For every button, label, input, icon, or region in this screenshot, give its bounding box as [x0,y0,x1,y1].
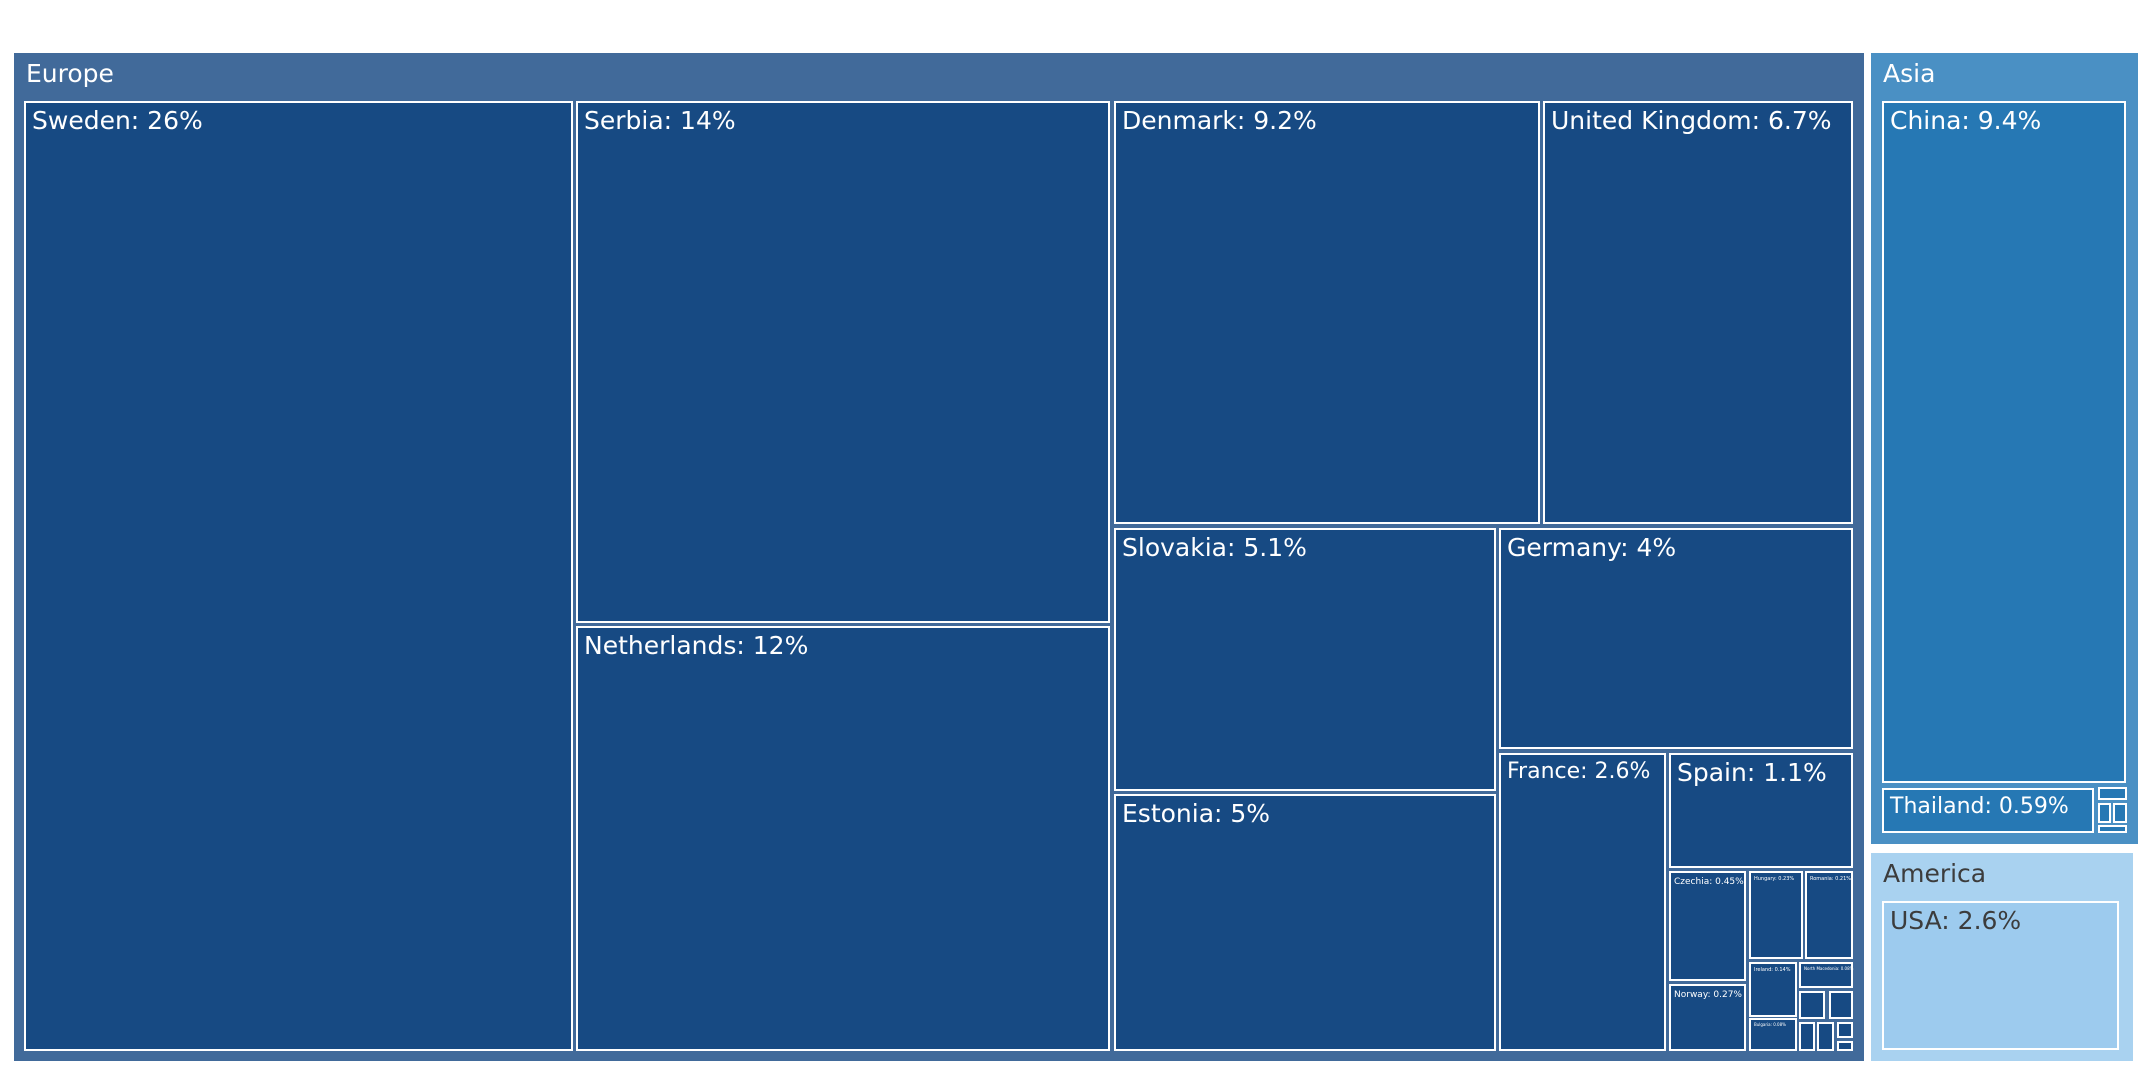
tile-thailand [1882,788,2094,833]
tile-label-norway: Norway: 0.27% [1674,990,1742,1000]
tile-label-ireland: Ireland: 0.14% [1754,967,1791,973]
tile-label-hungary: Hungary: 0.23% [1754,876,1794,882]
tile-label-sweden: Sweden: 26% [32,106,203,135]
tile-label-estonia: Estonia: 5% [1122,799,1270,828]
tile-small-0-20 [1817,1022,1834,1051]
tile-germany [1499,528,1853,749]
tile-bulgaria [1749,1018,1797,1051]
tile-small-1-3 [2098,803,2111,823]
tile-romania [1805,871,1853,959]
tile-small-0-19 [1799,1022,1815,1051]
tile-serbia [576,101,1110,623]
tile-label-france: France: 2.6% [1507,759,1650,784]
tile-north-macedonia [1799,962,1853,988]
tile-ireland [1749,962,1797,1017]
tile-label-denmark: Denmark: 9.2% [1122,106,1317,135]
tile-small-0-22 [1837,1041,1853,1051]
tile-small-1-5 [2098,825,2127,833]
tile-label-netherlands: Netherlands: 12% [584,631,808,660]
tile-small-1-4 [2113,803,2127,823]
tile-label-bulgaria: Bulgaria: 0.08% [1754,1022,1786,1027]
tile-small-0-18 [1829,991,1853,1019]
tile-small-0-17 [1799,991,1825,1019]
tile-denmark [1114,101,1540,524]
tile-label-spain: Spain: 1.1% [1677,758,1827,787]
tile-small-1-2 [2098,787,2127,800]
tile-czechia [1669,871,1746,981]
tile-label-north-macedonia: North Macedonia: 0.08% [1804,966,1854,971]
tile-france [1499,753,1666,1051]
tile-label-slovakia: Slovakia: 5.1% [1122,533,1307,562]
group-label-asia: Asia [1883,59,1935,88]
group-label-europe: Europe [26,59,114,88]
tile-small-0-21 [1837,1022,1853,1038]
tile-hungary [1749,871,1803,959]
tile-label-usa: USA: 2.6% [1890,906,2021,935]
tile-united-kingdom [1543,101,1853,524]
tile-netherlands [576,626,1110,1051]
tile-usa [1882,901,2119,1050]
tile-sweden [24,101,573,1051]
tile-slovakia [1114,528,1496,791]
tile-label-serbia: Serbia: 14% [584,106,736,135]
tile-estonia [1114,794,1496,1051]
tile-label-china: China: 9.4% [1890,106,2041,135]
tile-china [1882,101,2126,783]
tile-label-united-kingdom: United Kingdom: 6.7% [1551,106,1832,135]
tile-norway [1669,984,1746,1051]
tile-label-romania: Romania: 0.21% [1810,876,1851,882]
tile-label-czechia: Czechia: 0.45% [1674,877,1744,887]
group-label-america: America [1883,859,1986,888]
tile-label-germany: Germany: 4% [1507,533,1676,562]
tile-label-thailand: Thailand: 0.59% [1889,794,2069,819]
tile-spain [1669,753,1853,868]
